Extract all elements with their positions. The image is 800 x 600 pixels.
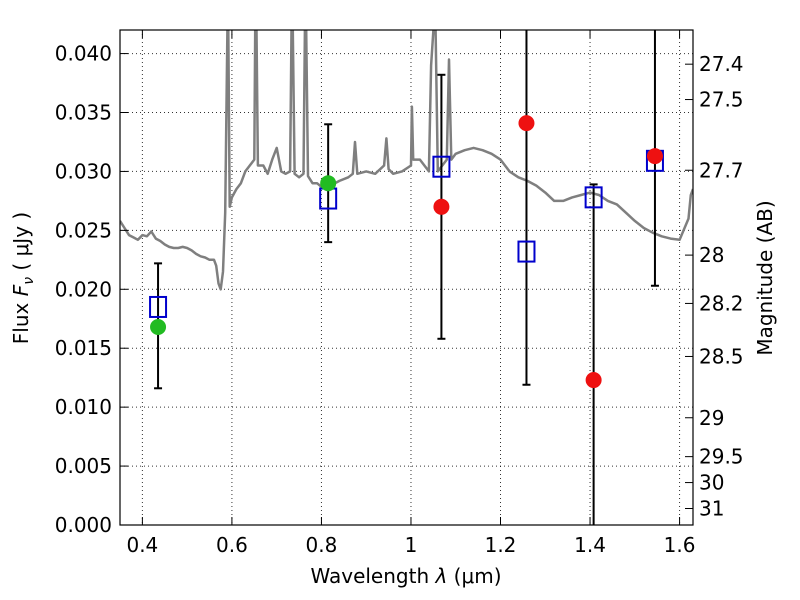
circle-marker (433, 198, 450, 215)
y-tick-label: 0.035 (55, 101, 112, 125)
circle-marker (518, 115, 535, 132)
magnitude-tick-label: 29 (699, 406, 724, 430)
spectrum-line (120, 30, 693, 291)
circle-marker (646, 148, 663, 165)
x-tick-label: 1.4 (574, 533, 606, 557)
magnitude-axis-label: Magnitude (AB) (753, 200, 777, 355)
y-axis-label-subscript: ν (21, 277, 37, 285)
y-tick-label: 0.010 (55, 395, 112, 419)
x-tick-label: 1 (405, 533, 418, 557)
y-tick-label: 0.005 (55, 454, 112, 478)
x-tick-label: 1.6 (664, 533, 696, 557)
y-tick-label: 0.030 (55, 159, 112, 183)
y-axis-label-prefix: Flux (9, 296, 33, 344)
y-tick-label: 0.040 (55, 42, 112, 66)
circle-marker (150, 319, 167, 335)
spectrum-path (120, 30, 693, 291)
axis-ticks: 0.4 0.6 0.8 1 1.2 1.4 1.6 0.000 0.005 0.010 0.015 0… (55, 30, 744, 557)
x-axis-label-unit: (μm) (447, 564, 501, 588)
circle-marker (585, 372, 602, 389)
y-tick-label: 0.000 (55, 513, 112, 537)
x-tick-label: 0.6 (216, 533, 248, 557)
square-marker (432, 155, 451, 178)
plot-frame (119, 29, 694, 526)
circle-marker (320, 175, 337, 192)
y-tick-label: 0.020 (55, 277, 112, 301)
y-axis-label: Flux Fν ( μJy ) (9, 212, 37, 344)
y-tick-label: 0.025 (55, 218, 112, 242)
grid-lines (120, 30, 693, 526)
magnitude-tick-label: 31 (699, 497, 724, 521)
x-axis-label: Wavelength λ (μm) (310, 564, 501, 588)
x-axis-label-prefix: Wavelength (310, 564, 435, 588)
magnitude-tick-label: 27.4 (699, 52, 744, 76)
magnitude-tick-label: 27.5 (699, 88, 744, 112)
magnitude-tick-label: 30 (699, 471, 724, 495)
data-markers (149, 115, 664, 389)
magnitude-tick-label: 28.2 (699, 291, 744, 315)
square-marker (584, 186, 603, 209)
y-axis-label-symbol: F (9, 284, 33, 296)
square-marker (149, 295, 168, 318)
magnitude-tick-label: 29.5 (699, 445, 744, 469)
y-axis-label-unit: ( μJy ) (9, 212, 33, 277)
x-tick-label: 0.4 (126, 533, 158, 557)
x-tick-label: 0.8 (306, 533, 338, 557)
magnitude-tick-label: 28 (699, 243, 724, 267)
magnitude-tick-label: 27.7 (699, 158, 744, 182)
x-axis-label-symbol: λ (434, 564, 447, 588)
magnitude-tick-label: 28.5 (699, 344, 744, 368)
x-tick-label: 1.2 (485, 533, 517, 557)
square-marker (517, 240, 536, 263)
y-tick-label: 0.015 (55, 336, 112, 360)
